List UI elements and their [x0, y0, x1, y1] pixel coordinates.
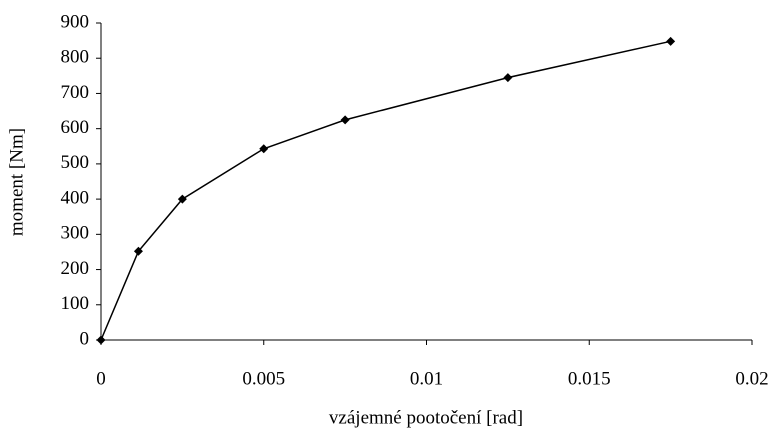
- x-tick-label: 0.015: [568, 368, 611, 389]
- data-point: [340, 115, 350, 125]
- x-tick-label: 0.01: [410, 368, 443, 389]
- y-tick-label: 100: [61, 293, 90, 314]
- x-tick-label: 0.02: [735, 368, 768, 389]
- data-point: [259, 144, 269, 154]
- y-tick-label: 500: [61, 152, 90, 173]
- y-tick-label: 700: [61, 82, 90, 103]
- series-line: [100, 40, 671, 341]
- y-tick-label: 800: [61, 47, 90, 68]
- y-tick-label: 300: [61, 223, 90, 244]
- y-axis-label: moment [Nm]: [6, 128, 27, 236]
- y-tick-label: 200: [61, 258, 90, 279]
- y-tick-label: 400: [61, 187, 90, 208]
- data-point: [503, 73, 513, 83]
- y-tick-label: 600: [61, 117, 90, 138]
- data-point: [96, 335, 106, 345]
- x-axis-label: vzájemné pootočení [rad]: [329, 407, 523, 428]
- y-tick-label: 900: [61, 11, 90, 32]
- y-tick-label: 0: [80, 328, 90, 349]
- data-point: [177, 194, 187, 204]
- x-tick-label: 0: [96, 368, 106, 389]
- data-point: [666, 36, 676, 46]
- x-tick-label: 0.005: [242, 368, 285, 389]
- data-point: [133, 246, 143, 256]
